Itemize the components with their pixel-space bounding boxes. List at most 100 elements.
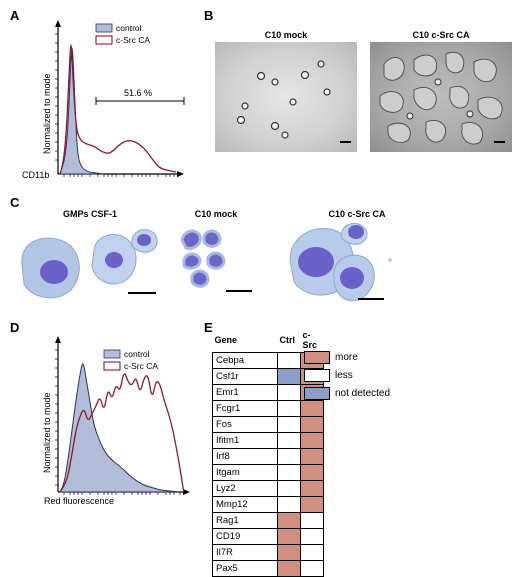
expression-cell-ctrl <box>277 560 301 577</box>
cell <box>206 251 226 270</box>
cell <box>271 78 279 86</box>
expression-cell-ctrl <box>277 528 301 545</box>
image-title-c10-csrc-stain: C10 c-Src CA <box>328 209 386 219</box>
scale-bar <box>128 292 156 294</box>
image-title-gmps-csf1: GMPs CSF-1 <box>62 209 117 219</box>
cell <box>406 112 414 120</box>
expression-cell-csrc <box>300 416 324 433</box>
expression-cell-ctrl <box>277 384 301 401</box>
stain-c10-mock <box>180 229 226 288</box>
panel-letter-b: B <box>204 8 214 23</box>
series-control-area <box>59 363 181 493</box>
legend-control-label: control <box>116 23 142 33</box>
table-row: Lyz2 <box>212 480 324 497</box>
cell <box>131 229 158 253</box>
expression-cell-ctrl <box>277 416 301 433</box>
panel-letter-d: D <box>10 320 20 335</box>
table-row: Pax5 <box>212 560 324 577</box>
image-title-c10-csrc: C10 c-Src CA <box>412 30 470 40</box>
gene-name: Lyz2 <box>212 480 278 497</box>
gene-name: Emr1 <box>212 384 278 401</box>
cell <box>190 269 210 288</box>
gene-name: Fos <box>212 416 278 433</box>
cell <box>383 57 405 81</box>
gene-name: CD19 <box>212 528 278 545</box>
gene-name: Cebpa <box>212 352 278 369</box>
gate-label: 51.6 % <box>124 88 152 98</box>
stain-gmps-csf1 <box>21 229 158 299</box>
micrograph-c10-mock <box>215 42 357 152</box>
expression-cell-ctrl <box>277 400 301 417</box>
legend-item-more: more <box>304 348 390 366</box>
expression-cell-csrc <box>300 496 324 513</box>
histogram-red-fluorescence: control c-Src CA Normalized to mode Red … <box>42 336 190 506</box>
scale-bar <box>358 298 384 300</box>
panel-letter-c: C <box>10 195 20 210</box>
expression-cell-csrc <box>300 448 324 465</box>
y-ticks <box>55 33 58 161</box>
cell <box>180 229 202 250</box>
histogram-cd11b: 51.6 % control c-Src CA Normalized to mo… <box>22 20 185 180</box>
cell <box>182 252 202 270</box>
gene-name: Pax5 <box>212 560 278 577</box>
expression-cell-ctrl <box>277 544 301 561</box>
expression-cell-ctrl <box>277 448 301 465</box>
legend-csrc-swatch <box>103 361 121 371</box>
cell <box>281 131 289 139</box>
stain-c10-csrc <box>289 223 392 302</box>
panel-letter-a: A <box>10 8 20 23</box>
gene-name: Mmp12 <box>212 496 278 513</box>
expression-cell-ctrl <box>277 464 301 481</box>
expression-cell-ctrl <box>277 368 301 385</box>
expression-cell-csrc <box>300 544 324 561</box>
scale-bar <box>226 290 252 292</box>
gene-name: Fcgr1 <box>212 400 278 417</box>
legend-control-swatch <box>103 349 121 359</box>
image-title-c10-mock-stain: C10 mock <box>194 209 238 219</box>
expression-legend: more less not detected <box>304 348 390 402</box>
cell <box>21 237 80 299</box>
cell <box>445 51 465 74</box>
gene-name: Csf1r <box>212 368 278 385</box>
legend-label-not-detected: not detected <box>335 387 391 399</box>
table-row: Ifitm1 <box>212 432 324 449</box>
table-row: Fcgr1 <box>212 400 324 417</box>
legend-csrc-swatch <box>95 35 113 45</box>
cell <box>317 60 325 68</box>
legend-item-less: less <box>304 366 390 384</box>
x-axis-label: CD11b <box>22 170 49 180</box>
legend-item-not-detected: not detected <box>304 384 390 402</box>
legend-swatch-more <box>304 350 330 364</box>
header-ctrl: Ctrl <box>279 335 296 345</box>
series-csrc-line <box>59 44 177 175</box>
cell <box>270 121 280 131</box>
table-row: Itgam <box>212 464 324 481</box>
cell <box>202 229 222 248</box>
expression-cell-csrc <box>300 432 324 449</box>
micrograph-c10-csrc <box>370 42 512 152</box>
gene-name: Itgam <box>212 464 278 481</box>
expression-cell-csrc <box>300 464 324 481</box>
table-row: Irf8 <box>212 448 324 465</box>
table-row: Cebpa <box>212 352 324 369</box>
cell <box>91 234 137 285</box>
cell <box>434 78 442 86</box>
expression-cell-csrc <box>300 400 324 417</box>
expression-cell-ctrl <box>277 480 301 497</box>
legend-label-more: more <box>335 351 358 363</box>
cell <box>241 102 249 110</box>
scale-bar <box>340 141 351 143</box>
header-gene: Gene <box>214 335 238 345</box>
series-control-area <box>59 47 105 175</box>
cell <box>236 115 246 125</box>
legend-control-swatch <box>95 23 113 33</box>
table-row: Mmp12 <box>212 496 324 513</box>
cell <box>388 258 392 262</box>
legend-csrc-label: c-Src CA <box>116 35 150 45</box>
y-axis-arrow <box>55 20 61 27</box>
legend-csrc-label: c-Src CA <box>124 361 158 371</box>
series-csrc-line <box>59 373 185 493</box>
cell <box>461 122 483 145</box>
expression-cell-csrc <box>300 480 324 497</box>
legend-control-label: control <box>124 349 150 359</box>
